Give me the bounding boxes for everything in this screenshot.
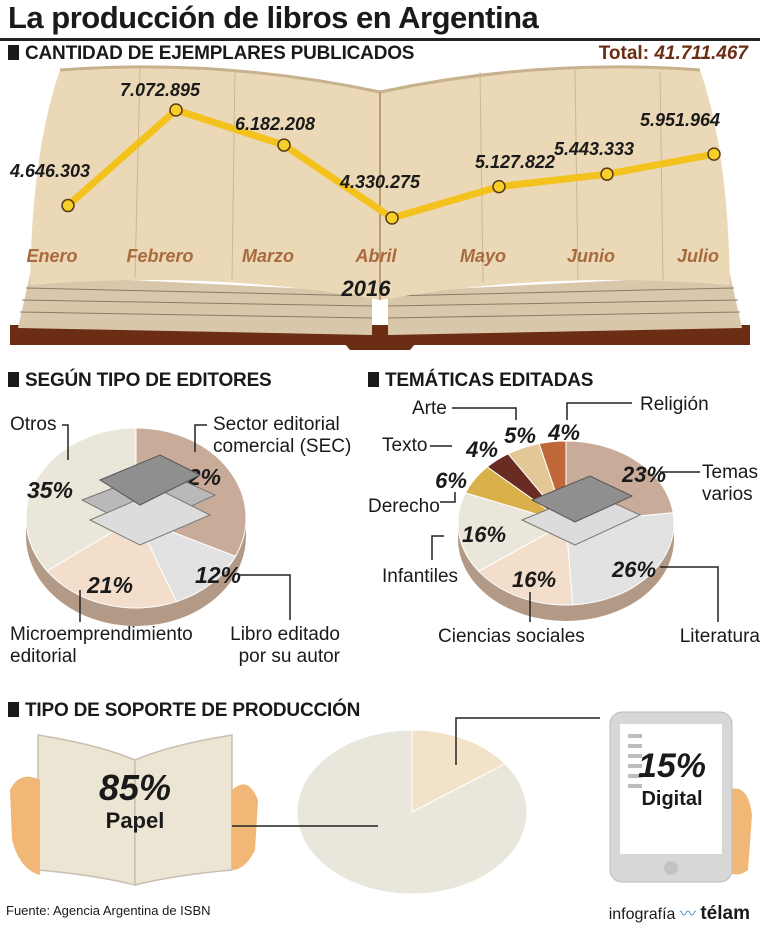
footer-source: Fuente: Agencia Argentina de ISBN (6, 903, 211, 918)
pie-pct-label: 23% (621, 462, 666, 487)
leader-lines-tematicas (430, 402, 719, 622)
pie-pct-label: 16% (512, 567, 556, 592)
section-title-editores: SEGÚN TIPO DE EDITORES (8, 370, 272, 392)
data-label: 4.646.303 (9, 161, 90, 181)
line-point (277, 138, 291, 152)
pie-category-label: Sector editorial (213, 414, 340, 435)
line-point (492, 179, 506, 194)
x-tick-label: Mayo (460, 246, 506, 266)
pie-slice (296, 729, 528, 895)
pie-slice (411, 729, 506, 813)
infographic-canvas: 4.646.303 Enero 7.072.895 Febrero 6.182.208 M… (9, 65, 760, 895)
x-tick-label: Junio (567, 246, 615, 266)
pie-chart-soporte (296, 729, 528, 895)
line-chart: 4.646.303 Enero 7.072.895 Febrero 6.182.208 M… (9, 80, 721, 266)
pie-category-label: Temas (702, 462, 758, 483)
pie-pct-label: 4% (547, 420, 580, 445)
data-label: 4.330.275 (339, 172, 421, 192)
pie-pct-label: 5% (504, 423, 536, 448)
pie-category-label: Ciencias sociales (438, 626, 585, 647)
leader-lines-editores (62, 424, 291, 622)
pie-pct-label: 6% (435, 468, 467, 493)
title-rule (0, 38, 760, 41)
pie-category-label: Microemprendimiento (10, 624, 193, 645)
paper-book-illustration (10, 734, 258, 886)
digital-leader-line (455, 717, 600, 765)
pie-pct-label: 4% (465, 437, 498, 462)
data-label: 6.182.208 (235, 114, 315, 134)
tablet-illustration (609, 711, 752, 883)
line-point (385, 211, 399, 225)
data-label: 5.127.822 (475, 152, 555, 172)
line-point (169, 103, 183, 117)
pie-pct-label: 12% (195, 562, 241, 588)
x-axis-year-label: 2016 (341, 276, 392, 301)
brand-prefix: infografía (608, 906, 676, 923)
pie-pct-label: 21% (86, 572, 133, 598)
digital-pct-label: 15% (638, 747, 706, 785)
footer-brand: infografía 〰 télam (609, 900, 750, 925)
papel-pct-label: 85% (99, 767, 171, 808)
pie-category-label: comercial (SEC) (213, 436, 351, 457)
pie-category-label: Derecho (368, 496, 440, 517)
pie-pct-label: 16% (462, 522, 506, 547)
section-title-tematicas: TEMÁTICAS EDITADAS (368, 370, 593, 392)
data-label: 7.072.895 (120, 80, 201, 100)
line-point (707, 147, 721, 161)
books-icon-editores (80, 454, 217, 546)
brand-name: télam (700, 903, 750, 924)
pie-category-label: Arte (412, 398, 447, 419)
x-tick-label: Julio (677, 246, 719, 266)
pie-category-label: Literatura (680, 626, 760, 647)
pie-slice (457, 492, 568, 572)
digital-label: Digital (641, 788, 702, 810)
pie-slice (134, 517, 237, 603)
pie-category-label: Infantiles (382, 566, 458, 587)
pie-slice (477, 522, 574, 606)
x-tick-label: Marzo (242, 246, 294, 266)
pie-category-label: editorial (10, 646, 77, 667)
x-tick-label: Febrero (126, 246, 193, 266)
papel-label: Papel (106, 808, 165, 833)
pie-pct-label: 35% (27, 477, 73, 503)
page-title: La producción de libros en Argentina (8, 0, 539, 35)
books-icon-tematicas (520, 475, 642, 546)
x-tick-label: Abril (354, 246, 397, 266)
section-title-ejemplares: CANTIDAD DE EJEMPLARES PUBLICADOS (8, 43, 414, 65)
pie-category-label: Religión (640, 394, 709, 415)
pie-category-label: Libro editado (230, 624, 340, 645)
line-point (600, 167, 614, 181)
pie-category-label: Texto (382, 435, 427, 456)
line-point (61, 198, 75, 213)
data-label: 5.951.964 (640, 110, 720, 130)
total-value: 41.711.467 (654, 43, 748, 64)
total-readout: Total: 41.711.467 (599, 43, 748, 65)
section-title-soporte: TIPO DE SOPORTE DE PRODUCCIÓN (8, 700, 360, 722)
pie-category-label: varios (702, 484, 753, 505)
brand-wave-icon: 〰 (679, 906, 696, 923)
pie-pct-label: 26% (611, 557, 656, 582)
pie-category-label: Otros (10, 414, 56, 435)
total-label: Total: (598, 43, 650, 64)
data-label: 5.443.333 (554, 139, 634, 159)
pie-category-label: por su autor (239, 646, 341, 667)
x-tick-label: Enero (26, 246, 77, 266)
pie-slice (25, 427, 137, 572)
